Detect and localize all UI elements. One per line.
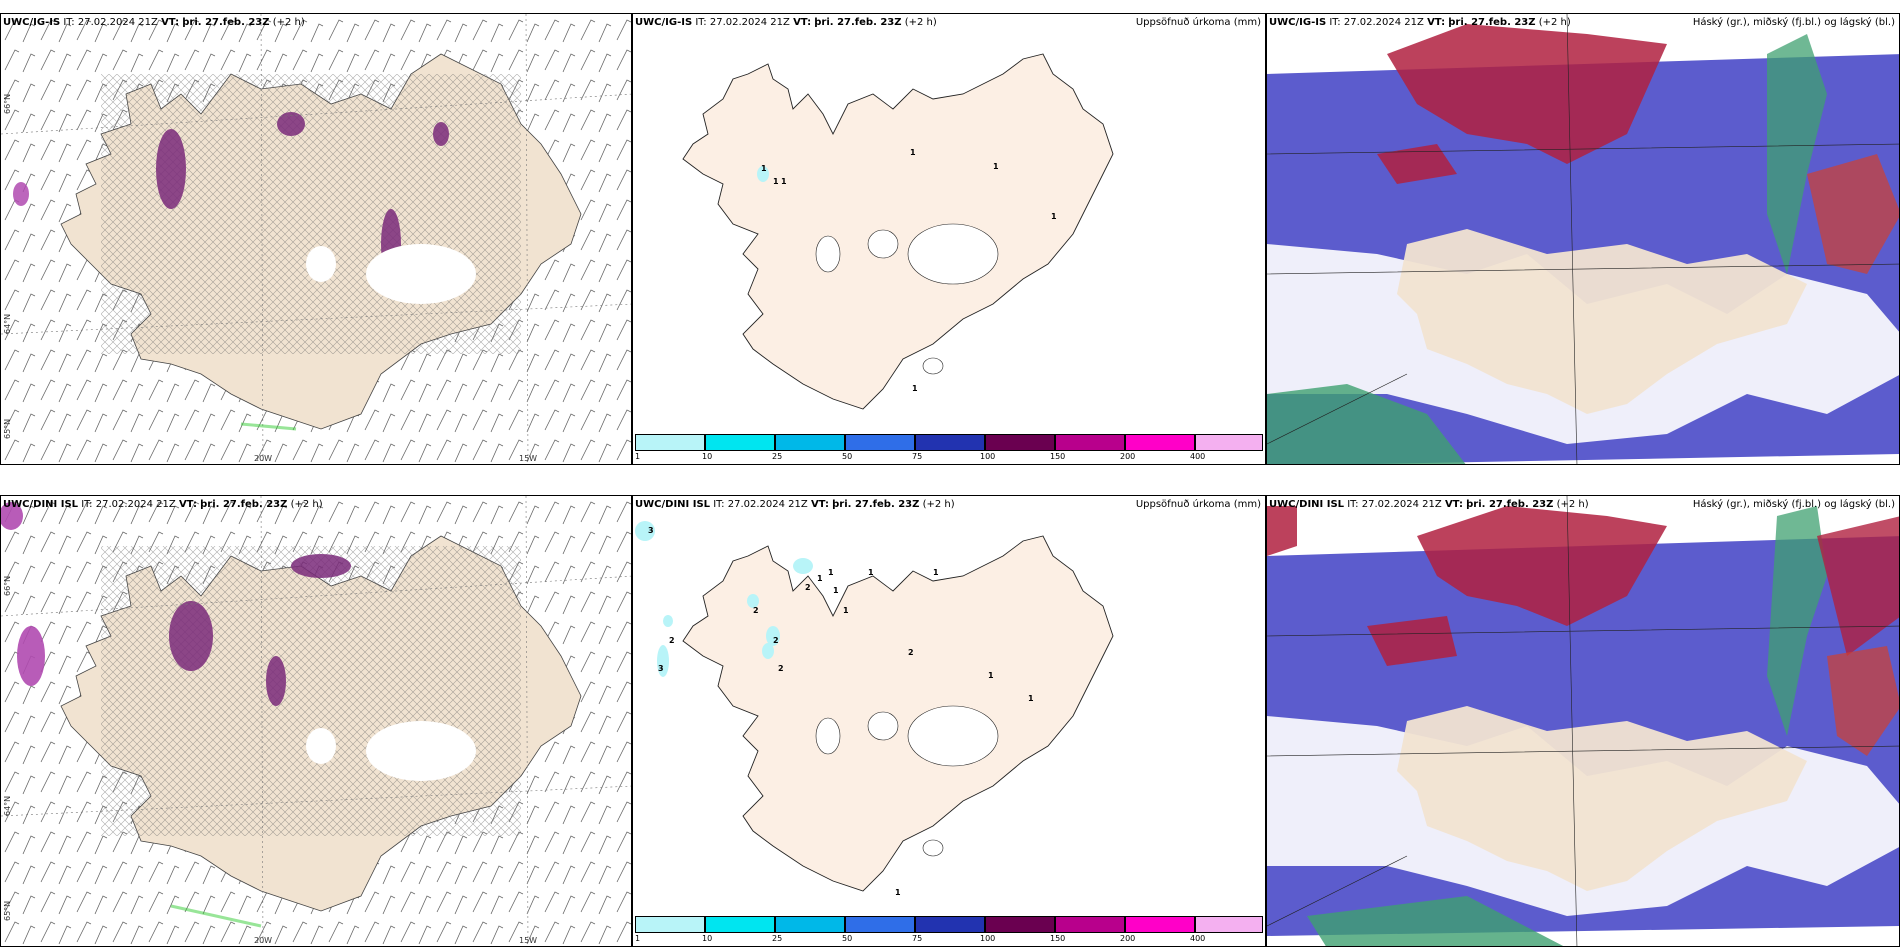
precip-value-label: 3 (648, 526, 654, 535)
lon-label: 15W (519, 936, 538, 945)
precip-colorbar: 1 10 25 50 75 100 150 200 400 (635, 916, 1263, 944)
precip-value-label: 1 (761, 164, 767, 173)
colorbar-tick: 10 (702, 452, 713, 461)
panel-header: UWC/DINI ISL IT: 27.02.2024 21Z VT: þri.… (635, 499, 955, 510)
colorbar-tick: 400 (1190, 452, 1206, 461)
colorbar-tick: 25 (772, 452, 783, 461)
colorbar-tick: 50 (842, 452, 853, 461)
precip-value-label: 1 (895, 888, 901, 897)
precip-value-label: 1 (933, 568, 939, 577)
colorbar-swatch (1195, 916, 1263, 933)
colorbar-swatch (985, 434, 1055, 451)
colorbar-tick: 100 (980, 452, 996, 461)
precip-colorbar: 1 10 25 50 75 100 150 200 400 (635, 434, 1263, 462)
precip-value-label: 1 (868, 568, 874, 577)
cloud-title: Háský (gr.), miðský (fj.bl.) og lágský (… (1692, 17, 1895, 28)
colorbar-tick: 200 (1120, 934, 1136, 943)
precip-value-label: 1 (988, 671, 994, 680)
colorbar-tick: 10 (702, 934, 713, 943)
map-canvas (682, 53, 1114, 410)
colorbar-tick: 150 (1050, 934, 1066, 943)
lon-label: 20W (254, 454, 273, 463)
colorbar-tick: 1 (635, 452, 641, 461)
iceland-landmass (682, 535, 1114, 892)
precip-value-label: 1 (828, 568, 834, 577)
precip-value-label: 2 (669, 636, 675, 645)
colorbar-tick: 100 (980, 934, 996, 943)
precip-title: Uppsöfnuð úrkoma (mm) (1135, 17, 1261, 28)
map-canvas (1, 14, 631, 464)
cloud-map-igis: UWC/IG-IS IT: 27.02.2024 21Z VT: þri. 27… (1266, 13, 1900, 465)
colorbar-swatch (705, 916, 775, 933)
colorbar-swatch (1125, 916, 1195, 933)
iceland-landmass (682, 53, 1114, 410)
map-canvas (1, 496, 631, 946)
lat-label: 64°N (3, 313, 12, 334)
wind-precip-map-dini: UWC/DINI ISL IT: 27.02.2024 21Z VT: þri.… (0, 495, 632, 947)
lat-label: 66°N (3, 93, 12, 114)
wind-precip-map-igis: UWC/IG-IS IT: 27.02.2024 21Z VT: þri. 27… (0, 13, 632, 465)
colorbar-tick: 200 (1120, 452, 1136, 461)
precip-map-dini: UWC/DINI ISL IT: 27.02.2024 21Z VT: þri.… (632, 495, 1266, 947)
precip-map-igis: UWC/IG-IS IT: 27.02.2024 21Z VT: þri. 27… (632, 13, 1266, 465)
colorbar-swatch (635, 916, 705, 933)
map-canvas (1267, 14, 1899, 464)
colorbar-tick: 150 (1050, 452, 1066, 461)
precip-value-label: 3 (658, 664, 664, 673)
map-canvas (1267, 496, 1899, 946)
colorbar-tick: 25 (772, 934, 783, 943)
lon-label: 20W (254, 936, 273, 945)
precip-value-label: 2 (908, 648, 914, 657)
cloud-title: Háský (gr.), miðský (fj.bl.) og lágský (… (1692, 499, 1895, 510)
precip-value-label: 1 (843, 606, 849, 615)
colorbar-swatch (705, 434, 775, 451)
panel-header: UWC/DINI ISL IT: 27.02.2024 21Z VT: þri.… (1269, 499, 1589, 510)
lat-label: 66°N (3, 575, 12, 596)
lat-label: 65°N (3, 418, 12, 439)
lon-label: 15W (519, 454, 538, 463)
colorbar-tick: 75 (912, 934, 923, 943)
colorbar-swatch (845, 434, 915, 451)
precip-value-label: 1 (817, 574, 823, 583)
panel-header: UWC/DINI ISL IT: 27.02.2024 21Z VT: þri.… (3, 499, 323, 510)
precip-value-label: 1 (912, 384, 918, 393)
precip-value-label: 2 (805, 583, 811, 592)
colorbar-swatch (915, 916, 985, 933)
precip-title: Uppsöfnuð úrkoma (mm) (1135, 499, 1261, 510)
colorbar-tick: 50 (842, 934, 853, 943)
colorbar-swatch (845, 916, 915, 933)
colorbar-swatch (1195, 434, 1263, 451)
panel-header: UWC/IG-IS IT: 27.02.2024 21Z VT: þri. 27… (635, 17, 937, 28)
precip-value-label: 1 (833, 586, 839, 595)
colorbar-swatch (985, 916, 1055, 933)
colorbar-swatch (1055, 434, 1125, 451)
colorbar-swatch (1125, 434, 1195, 451)
panel-header: UWC/IG-IS IT: 27.02.2024 21Z VT: þri. 27… (3, 17, 305, 28)
lat-label: 65°N (3, 900, 12, 921)
precip-value-label: 2 (773, 636, 779, 645)
cloud-map-dini: UWC/DINI ISL IT: 27.02.2024 21Z VT: þri.… (1266, 495, 1900, 947)
lat-label: 64°N (3, 795, 12, 816)
precip-value-label: 1 (910, 148, 916, 157)
precip-value-label: 1 (993, 162, 999, 171)
colorbar-swatch (1055, 916, 1125, 933)
colorbar-swatch (775, 434, 845, 451)
panel-header: UWC/IG-IS IT: 27.02.2024 21Z VT: þri. 27… (1269, 17, 1571, 28)
colorbar-swatch (915, 434, 985, 451)
map-canvas (635, 521, 1114, 892)
precip-value-label: 1 (781, 177, 787, 186)
colorbar-swatch (635, 434, 705, 451)
precip-value-label: 1 (773, 177, 779, 186)
precip-value-label: 2 (753, 606, 759, 615)
precip-value-label: 1 (1051, 212, 1057, 221)
colorbar-tick: 75 (912, 452, 923, 461)
colorbar-swatch (775, 916, 845, 933)
precip-value-label: 1 (1028, 694, 1034, 703)
colorbar-tick: 400 (1190, 934, 1206, 943)
precip-value-label: 2 (778, 664, 784, 673)
colorbar-tick: 1 (635, 934, 641, 943)
